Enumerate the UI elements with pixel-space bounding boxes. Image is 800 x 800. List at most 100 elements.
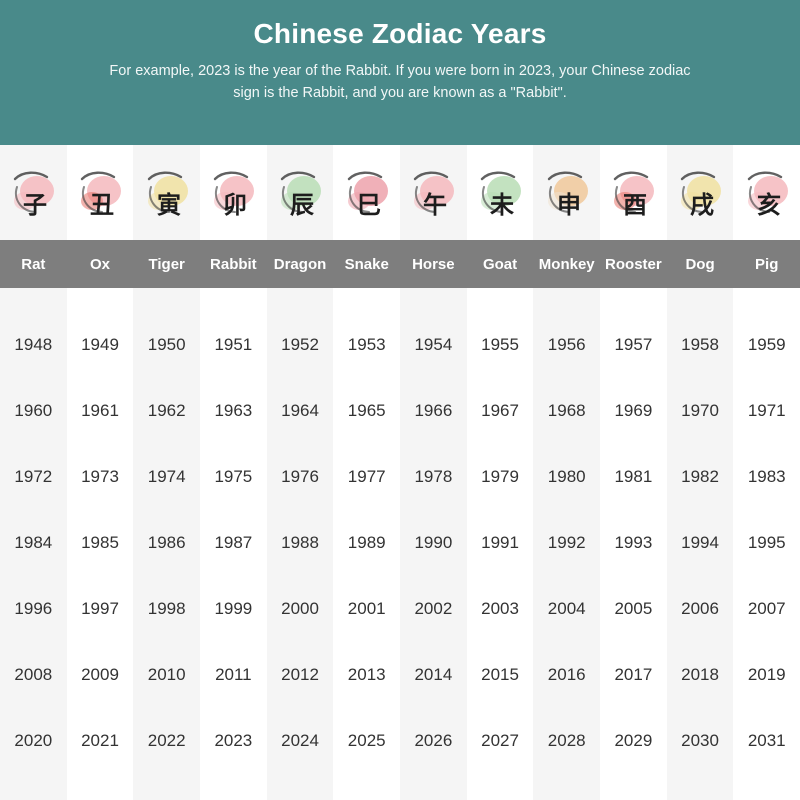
zodiac-label-monkey[interactable]: Monkey — [538, 255, 595, 273]
year-cell[interactable]: 2004 — [547, 599, 586, 618]
zodiac-label-pig[interactable]: Pig — [755, 255, 779, 273]
year-cell[interactable]: 1986 — [147, 533, 186, 552]
year-cell[interactable]: 1967 — [481, 401, 519, 420]
year-cell[interactable]: 2014 — [414, 665, 453, 684]
year-cell[interactable]: 2030 — [681, 731, 719, 750]
zodiac-icon-cell-dragon[interactable]: 辰 — [267, 145, 334, 240]
year-cell[interactable]: 1961 — [81, 401, 119, 420]
year-cell[interactable]: 2024 — [281, 731, 319, 750]
zodiac-label-rooster[interactable]: Rooster — [605, 255, 662, 273]
year-cell[interactable]: 1977 — [347, 467, 386, 486]
year-cell[interactable]: 1990 — [414, 533, 453, 552]
zodiac-icon-cell-rabbit[interactable]: 卯 — [200, 145, 267, 240]
year-cell[interactable]: 2023 — [214, 731, 253, 750]
year-cell[interactable]: 2028 — [547, 731, 586, 750]
year-cell[interactable]: 1963 — [214, 401, 253, 420]
zodiac-label-snake[interactable]: Snake — [344, 255, 389, 273]
year-cell[interactable]: 1969 — [614, 401, 653, 420]
year-cell[interactable]: 1955 — [481, 335, 519, 354]
zodiac-label-rat[interactable]: Rat — [21, 255, 46, 273]
zodiac-label-goat[interactable]: Goat — [482, 255, 518, 273]
year-cell[interactable]: 2031 — [747, 731, 786, 750]
year-cell[interactable]: 1974 — [147, 467, 186, 486]
year-cell[interactable]: 1957 — [614, 335, 653, 354]
year-cell[interactable]: 2002 — [414, 599, 453, 618]
zodiac-icon-cell-ox[interactable]: 丑 — [67, 145, 134, 240]
zodiac-icon-cell-monkey[interactable]: 申 — [533, 145, 600, 240]
year-cell[interactable]: 1975 — [214, 467, 253, 486]
year-cell[interactable]: 1950 — [147, 335, 186, 354]
year-cell[interactable]: 2022 — [147, 731, 186, 750]
zodiac-icon-cell-rooster[interactable]: 酉 — [600, 145, 667, 240]
year-cell[interactable]: 1978 — [414, 467, 453, 486]
zodiac-icon-cell-tiger[interactable]: 寅 — [133, 145, 200, 240]
year-cell[interactable]: 2011 — [215, 665, 252, 684]
year-cell[interactable]: 1980 — [547, 467, 586, 486]
year-cell[interactable]: 1999 — [214, 599, 253, 618]
year-cell[interactable]: 1995 — [747, 533, 786, 552]
year-cell[interactable]: 1954 — [414, 335, 453, 354]
year-cell[interactable]: 1949 — [81, 335, 119, 354]
year-cell[interactable]: 1998 — [147, 599, 186, 618]
zodiac-label-ox[interactable]: Ox — [90, 255, 111, 273]
year-cell[interactable]: 2006 — [681, 599, 719, 618]
zodiac-icon-cell-rat[interactable]: 子 — [0, 145, 67, 240]
year-cell[interactable]: 2009 — [81, 665, 119, 684]
zodiac-icon-cell-snake[interactable]: 巳 — [333, 145, 400, 240]
zodiac-label-tiger[interactable]: Tiger — [148, 255, 185, 273]
year-cell[interactable]: 2021 — [81, 731, 119, 750]
year-cell[interactable]: 1992 — [547, 533, 586, 552]
year-cell[interactable]: 1997 — [81, 599, 119, 618]
year-cell[interactable]: 1987 — [214, 533, 253, 552]
zodiac-label-rabbit[interactable]: Rabbit — [210, 255, 257, 273]
zodiac-icon-cell-horse[interactable]: 午 — [400, 145, 467, 240]
year-cell[interactable]: 1971 — [747, 401, 786, 420]
year-cell[interactable]: 2003 — [481, 599, 519, 618]
year-cell[interactable]: 2010 — [147, 665, 186, 684]
year-cell[interactable]: 1960 — [14, 401, 53, 420]
year-cell[interactable]: 2013 — [347, 665, 386, 684]
year-cell[interactable]: 2026 — [414, 731, 453, 750]
year-cell[interactable]: 1972 — [14, 467, 53, 486]
year-cell[interactable]: 2005 — [614, 599, 653, 618]
year-cell[interactable]: 1966 — [414, 401, 453, 420]
year-cell[interactable]: 1989 — [347, 533, 386, 552]
year-cell[interactable]: 1985 — [81, 533, 119, 552]
year-cell[interactable]: 2007 — [747, 599, 786, 618]
year-cell[interactable]: 1968 — [547, 401, 586, 420]
year-cell[interactable]: 2029 — [614, 731, 653, 750]
year-cell[interactable]: 1951 — [214, 335, 253, 354]
year-cell[interactable]: 1952 — [281, 335, 319, 354]
year-cell[interactable]: 1983 — [747, 467, 786, 486]
year-cell[interactable]: 1948 — [14, 335, 53, 354]
year-cell[interactable]: 1962 — [147, 401, 186, 420]
year-cell[interactable]: 2019 — [747, 665, 786, 684]
zodiac-label-dog[interactable]: Dog — [685, 255, 715, 273]
year-cell[interactable]: 1964 — [281, 401, 319, 420]
zodiac-icon-cell-dog[interactable]: 戌 — [667, 145, 734, 240]
zodiac-icon-cell-pig[interactable]: 亥 — [733, 145, 800, 240]
year-cell[interactable]: 1970 — [681, 401, 719, 420]
year-cell[interactable]: 1956 — [547, 335, 586, 354]
year-cell[interactable]: 2016 — [547, 665, 586, 684]
year-cell[interactable]: 1984 — [14, 533, 53, 552]
year-cell[interactable]: 1993 — [614, 533, 653, 552]
year-cell[interactable]: 2001 — [347, 599, 386, 618]
zodiac-label-horse[interactable]: Horse — [412, 255, 455, 273]
year-cell[interactable]: 2015 — [481, 665, 519, 684]
year-cell[interactable]: 1953 — [347, 335, 386, 354]
year-cell[interactable]: 2025 — [347, 731, 386, 750]
year-cell[interactable]: 1959 — [747, 335, 786, 354]
year-cell[interactable]: 1979 — [481, 467, 519, 486]
year-cell[interactable]: 1973 — [81, 467, 119, 486]
year-cell[interactable]: 1988 — [281, 533, 319, 552]
year-cell[interactable]: 1991 — [481, 533, 519, 552]
year-cell[interactable]: 1965 — [347, 401, 386, 420]
year-cell[interactable]: 2017 — [614, 665, 653, 684]
year-cell[interactable]: 1981 — [614, 467, 653, 486]
year-cell[interactable]: 2020 — [14, 731, 53, 750]
zodiac-label-dragon[interactable]: Dragon — [273, 255, 327, 273]
year-cell[interactable]: 1976 — [281, 467, 319, 486]
year-cell[interactable]: 2012 — [281, 665, 319, 684]
year-cell[interactable]: 2000 — [281, 599, 319, 618]
